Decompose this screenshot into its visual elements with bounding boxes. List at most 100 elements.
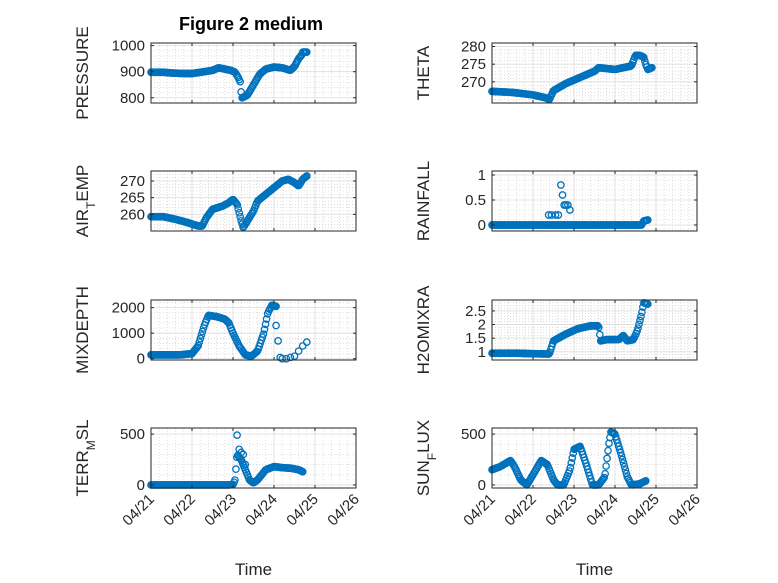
x-axis-label: Time [576,560,613,579]
data-point [272,321,280,330]
data-point [621,466,630,474]
data-point [641,477,650,485]
y-tick-label: 0 [478,217,486,234]
data-point [260,325,269,334]
data-point [302,172,311,180]
data-point [626,62,635,70]
axes-box [491,299,698,361]
data-point [565,467,574,475]
y-tick-label: 265 [120,190,145,207]
data-point [601,469,609,478]
plot-area [151,428,356,488]
y-tick-label: 1.5 [465,330,486,347]
data-point [236,77,245,86]
data-point [232,465,240,473]
data-point [618,455,627,464]
axes-box [150,170,357,232]
y-tick-label: 270 [461,74,486,91]
figure-title: Figure 2 medium [179,14,323,34]
data-point [636,316,644,325]
data-point [234,204,243,213]
y-tick-label: 0 [478,477,486,494]
y-tick-label: 2000 [112,300,145,317]
data-point [278,354,287,363]
data-point [559,221,568,229]
data-point [648,63,656,72]
y-axis-label: AIRTEMP [73,165,98,238]
data-point [617,452,626,460]
y-tick-label: 1 [478,167,486,184]
axes-box [150,42,357,104]
y-axis-label: H2OMIXRA [414,285,433,374]
data-point [302,338,311,346]
subplot-pressure: 800 900 1000 PRESSURE [73,26,357,120]
data-point [639,53,648,62]
data-point [301,172,310,181]
data-point [235,208,244,217]
y-tick-label: 280 [461,39,486,56]
data-point [237,448,246,457]
subplot-rainfall: 0 0.5 1 RAINFALL [414,161,698,241]
subplot-h2omixra: 11.522.5 H2OMIXRA [414,285,698,374]
y-axis-label: TERRMSL [73,419,98,496]
axes-box [150,427,357,489]
data-point [634,324,642,333]
y-tick-label: 270 [120,173,145,190]
data-point [233,431,241,439]
data-point [638,308,646,317]
data-point [557,181,565,189]
data-point [551,211,560,219]
y-axis-label: THETA [414,45,433,100]
data-point [635,320,643,329]
data-point [594,323,603,332]
data-point [604,446,612,455]
data-point [233,201,242,209]
y-tick-label: 1 [478,344,486,361]
y-tick-label: 1000 [112,38,145,55]
axes-box [491,427,698,489]
data-point [554,211,563,219]
data-point [290,352,299,361]
y-tick-label: 2 [478,317,486,334]
y-axis-label: MIXDEPTH [73,286,92,374]
data-point [544,350,553,358]
y-axis-label: SUNFLUX [414,420,439,496]
data-point [555,221,564,229]
data-point [568,454,577,462]
data-point [619,459,628,467]
data-point [558,191,567,199]
data-point [602,462,610,470]
y-tick-label: 800 [120,90,145,107]
y-tick-label: 275 [461,56,486,73]
data-point [637,312,645,321]
data-point [616,448,625,457]
data-point [239,450,248,459]
data-point [300,173,309,182]
data-point [567,458,576,467]
plot-area [492,171,697,231]
data-point [620,462,629,471]
data-point [294,347,303,355]
data-point [195,338,204,346]
y-tick-label: 900 [120,64,145,81]
y-tick-label: 0 [137,477,145,494]
data-point [261,320,270,329]
data-point [643,216,652,224]
data-point [262,315,271,323]
data-point [643,300,652,308]
data-point [259,330,268,338]
subplot-mixdepth: 0 1000 2000 MIXDEPTH [73,286,357,374]
data-point [600,473,609,482]
y-tick-label: 500 [461,426,486,443]
axes-box [150,299,357,361]
data-point [298,467,307,476]
y-tick-label: 260 [120,206,145,223]
y-tick-label: 500 [120,426,145,443]
data-point [615,445,624,454]
y-tick-label: 0.5 [465,192,486,209]
y-axis-label: PRESSURE [73,26,92,120]
data-point [272,302,280,311]
